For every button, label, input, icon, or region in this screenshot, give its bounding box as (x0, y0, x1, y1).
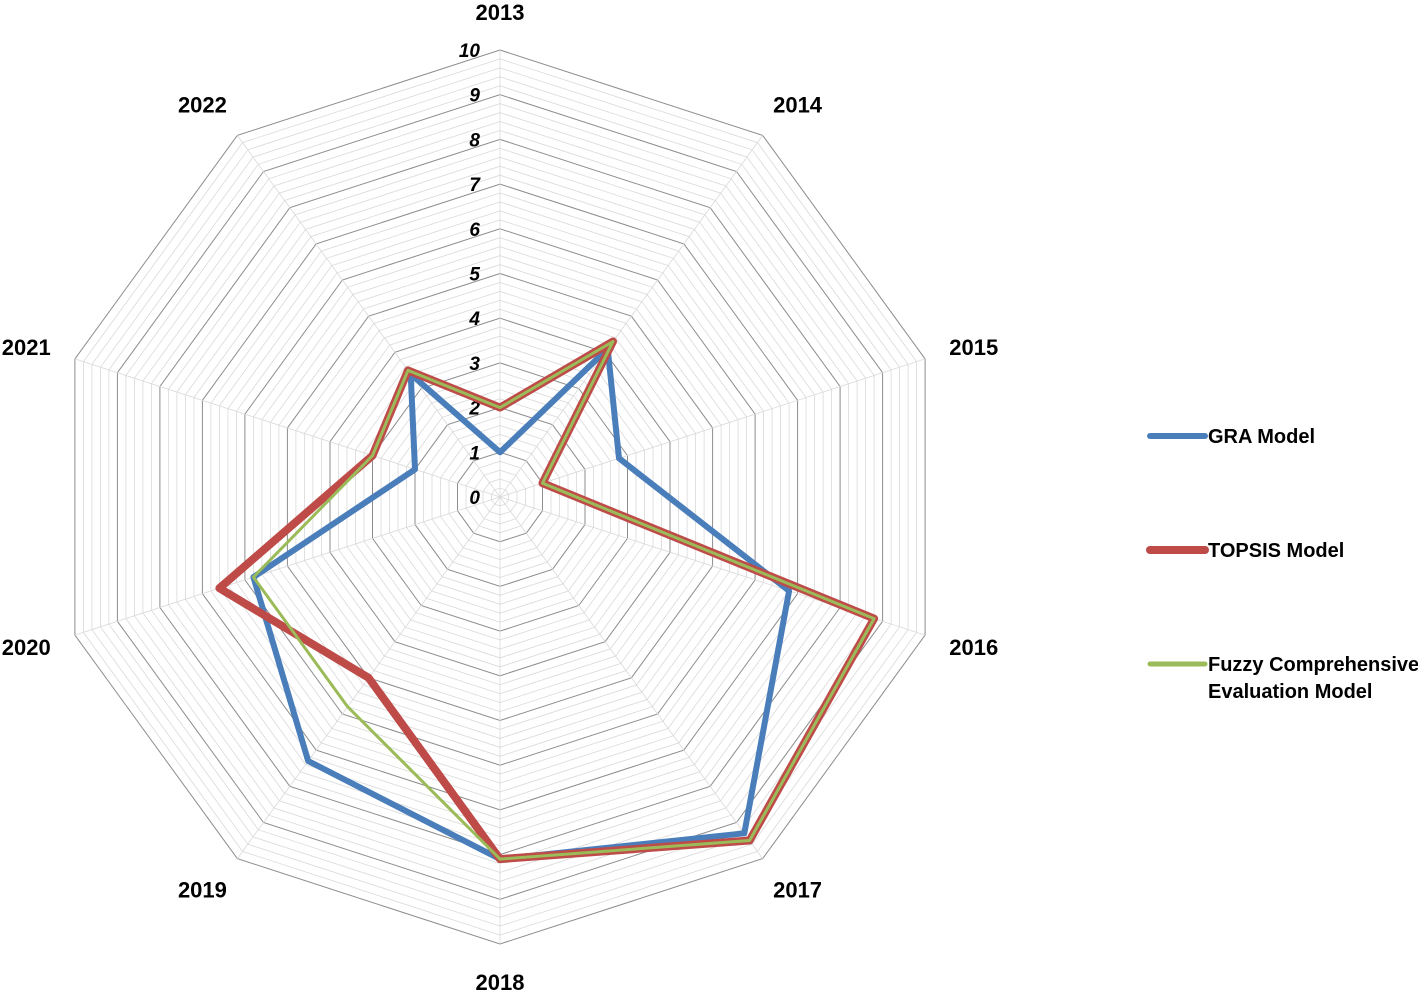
legend-label: TOPSIS Model (1208, 540, 1344, 562)
category-label: 2020 (2, 635, 51, 660)
tick-label: 10 (459, 41, 481, 62)
tick-label: 5 (469, 265, 480, 286)
tick-label: 9 (469, 86, 480, 107)
category-label: 2021 (2, 335, 51, 360)
grid-spoke (499, 358, 926, 498)
tick-label: 3 (469, 354, 480, 375)
legend-label: Fuzzy Comprehensive (1208, 654, 1418, 676)
tick-label: 8 (469, 130, 480, 151)
tick-label: 1 (469, 443, 480, 464)
grid-spoke (74, 496, 501, 636)
radial-tick-labels: 0 1 2 3 4 5 6 7 8 9 10 (459, 41, 482, 509)
grid-spoke (499, 496, 764, 859)
legend-label: GRA Model (1208, 426, 1315, 448)
legend-label: Evaluation Model (1208, 681, 1372, 703)
category-label: 2014 (773, 93, 823, 118)
category-label: 2019 (178, 877, 227, 902)
series-line-fuzzy-comprehensive-evaluation-model (251, 340, 876, 861)
category-label: 2016 (949, 635, 998, 660)
tick-label: 7 (469, 175, 481, 196)
grid-spoke (74, 358, 501, 498)
series-line-topsis-model (215, 337, 879, 864)
radar-grid (74, 49, 926, 945)
series-lines (215, 337, 879, 864)
legend: GRA Model TOPSIS Model Fuzzy Comprehensive… (1146, 426, 1418, 703)
tick-label: 2 (468, 399, 480, 420)
category-label: 2022 (178, 93, 227, 118)
grid-spoke (499, 135, 764, 498)
tick-label: 4 (468, 309, 480, 330)
tick-label: 6 (469, 220, 480, 241)
tick-label: 0 (469, 488, 480, 509)
grid-spoke (236, 135, 501, 498)
category-label: 2018 (476, 970, 525, 993)
category-label: 2013 (476, 0, 525, 25)
category-label: 2017 (773, 877, 822, 902)
category-label: 2015 (949, 335, 998, 360)
